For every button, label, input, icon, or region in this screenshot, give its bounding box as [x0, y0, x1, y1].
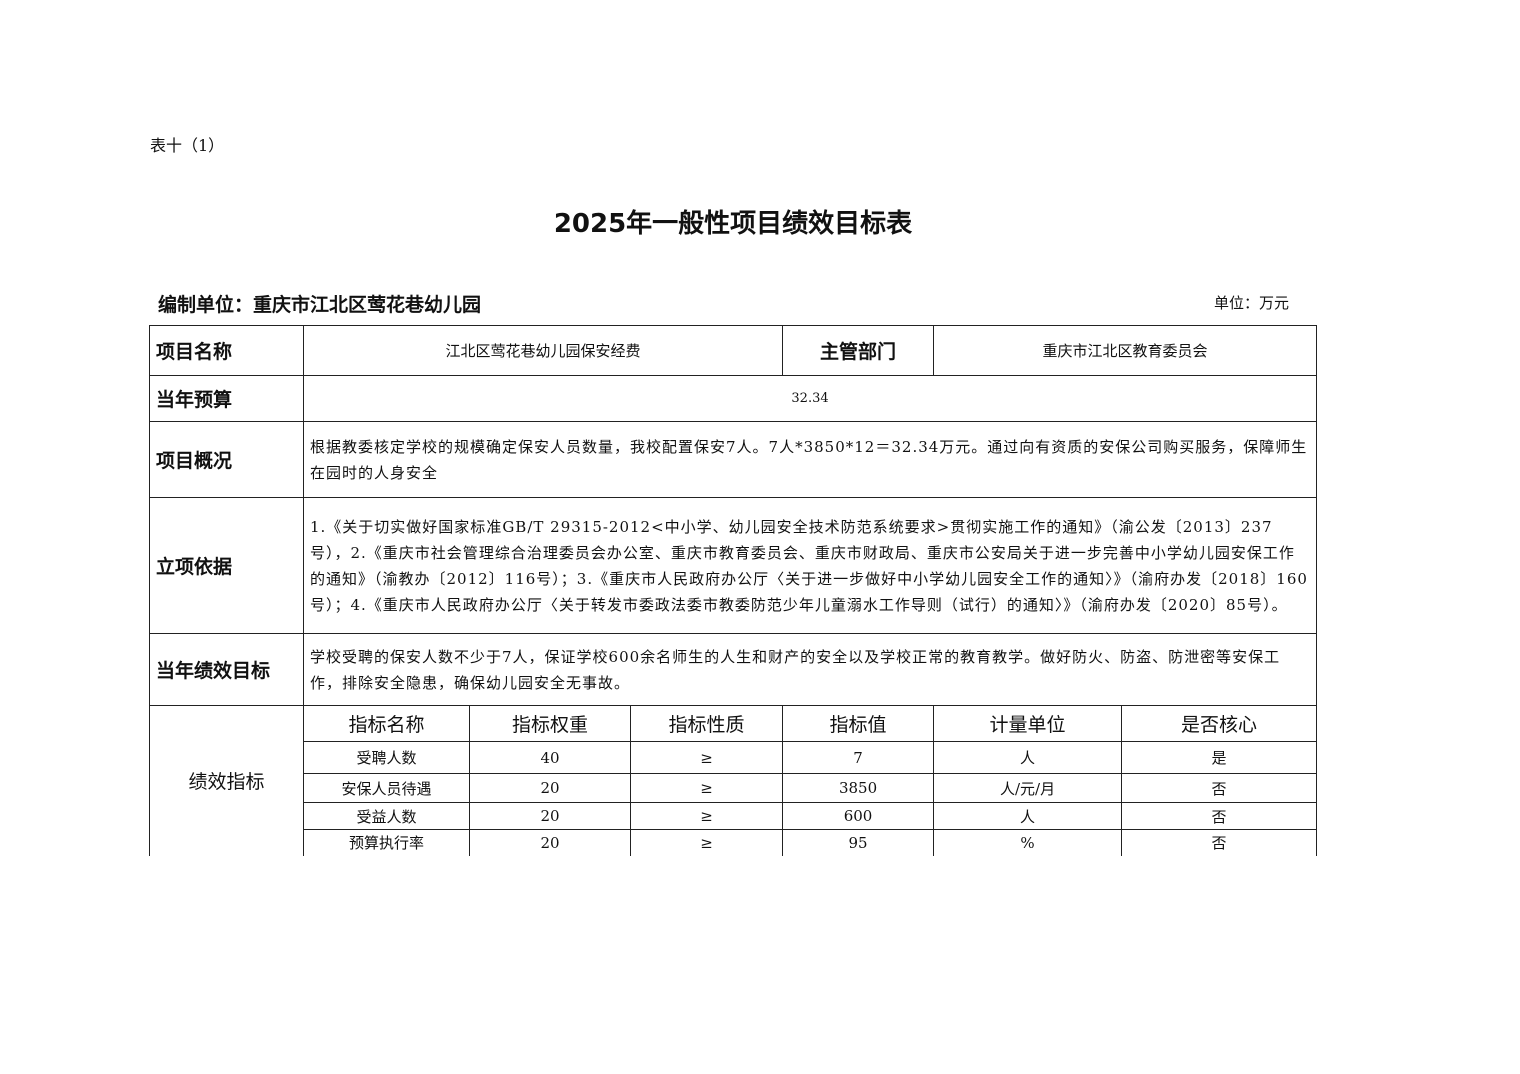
project-name-row: 项目名称 江北区莺花巷幼儿园保安经费 主管部门 重庆市江北区教育委员会	[149, 325, 1318, 376]
project-name-value: 江北区莺花巷幼儿园保安经费	[302, 325, 784, 376]
indicator-header-row: 绩效指标 指标名称 指标权重 指标性质 指标值 计量单位 是否核心	[149, 705, 1318, 856]
budget-label: 当年预算	[149, 375, 304, 422]
table-row: 受聘人数 40 ≥ 7 人 是	[150, 741, 1318, 774]
cell: 安保人员待遇	[303, 773, 470, 803]
goal-row: 当年绩效目标 学校受聘的保安人数不少于7人，保证学校600余名师生的人生和财产的…	[149, 633, 1318, 706]
compiling-unit: 编制单位：重庆市江北区莺花巷幼儿园	[158, 294, 482, 316]
table-row: 预算执行率 20 ≥ 95 % 否	[150, 829, 1318, 856]
cell: ≥	[629, 773, 784, 803]
overview-label: 项目概况	[149, 421, 304, 498]
cell: 预算执行率	[303, 829, 470, 856]
cell: 受聘人数	[303, 741, 470, 774]
basis-row: 立项依据 1.《关于切实做好国家标准GB/T 29315-2012<中小学、幼儿…	[149, 497, 1318, 634]
cell: ≥	[629, 829, 784, 856]
cell: 20	[469, 829, 631, 856]
cell: 否	[1121, 829, 1318, 856]
project-name-label: 项目名称	[149, 325, 304, 376]
cell: 否	[1121, 802, 1318, 830]
cell: 40	[469, 741, 631, 774]
cell: %	[933, 829, 1123, 856]
cell: 否	[1121, 773, 1318, 803]
table-row: 受益人数 20 ≥ 600 人 否	[150, 802, 1318, 830]
header-cell: 计量单位	[933, 705, 1123, 742]
budget-value: 32.34	[302, 375, 1318, 422]
cell: 受益人数	[303, 802, 470, 830]
cell: 人/元/月	[933, 773, 1123, 803]
table-row: 安保人员待遇 20 ≥ 3850 人/元/月 否	[150, 773, 1318, 803]
overview-row: 项目概况 根据教委核定学校的规模确定保安人员数量，我校配置保安7人。7人*385…	[149, 421, 1318, 498]
performance-table: 项目名称 江北区莺花巷幼儿园保安经费 主管部门 重庆市江北区教育委员会 当年预算…	[149, 325, 1318, 856]
header-cell: 指标权重	[469, 705, 631, 742]
dept-label: 主管部门	[782, 325, 935, 376]
cell: 600	[782, 802, 935, 830]
goal-value: 学校受聘的保安人数不少于7人，保证学校600余名师生的人生和财产的安全以及学校正…	[302, 633, 1318, 706]
header-cell: 指标值	[782, 705, 935, 742]
budget-row: 当年预算 32.34	[149, 375, 1318, 422]
overview-value: 根据教委核定学校的规模确定保安人员数量，我校配置保安7人。7人*3850*12＝…	[302, 421, 1318, 498]
cell: 人	[933, 802, 1123, 830]
header-cell: 指标性质	[629, 705, 784, 742]
dept-value: 重庆市江北区教育委员会	[933, 325, 1318, 376]
cell: 20	[469, 773, 631, 803]
basis-value: 1.《关于切实做好国家标准GB/T 29315-2012<中小学、幼儿园安全技术…	[302, 497, 1318, 634]
cell: ≥	[629, 741, 784, 774]
cell: 95	[782, 829, 935, 856]
indicator-label: 绩效指标	[149, 705, 304, 856]
cell: ≥	[629, 802, 784, 830]
goal-label: 当年绩效目标	[149, 633, 304, 706]
currency-unit: 单位：万元	[1214, 294, 1290, 312]
cell: 3850	[782, 773, 935, 803]
page-title: 2025年一般性项目绩效目标表	[553, 209, 913, 239]
header-cell: 是否核心	[1121, 705, 1318, 742]
header-cell: 指标名称	[303, 705, 470, 742]
table-tag: 表十（1）	[150, 136, 225, 155]
cell: 20	[469, 802, 631, 830]
cell: 7	[782, 741, 935, 774]
cell: 人	[933, 741, 1123, 774]
basis-label: 立项依据	[149, 497, 304, 634]
cell: 是	[1121, 741, 1318, 774]
